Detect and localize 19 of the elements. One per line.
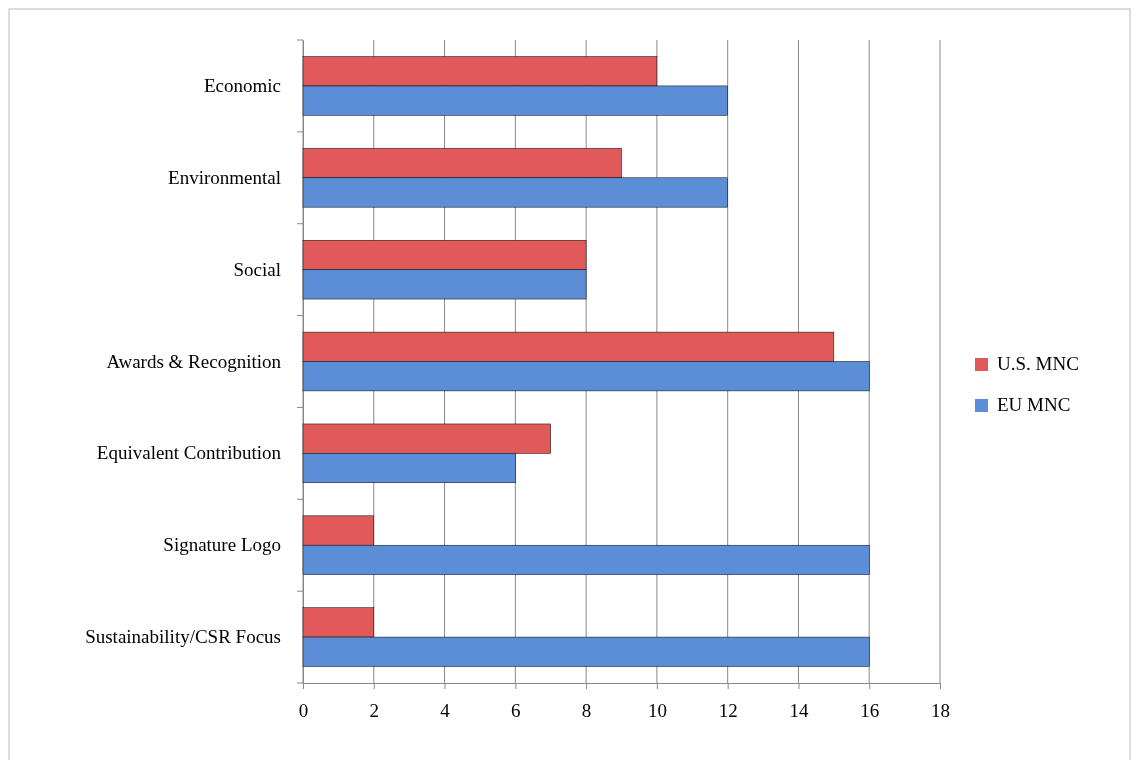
x-tick-label: 8	[581, 699, 592, 721]
x-tick-label: 14	[789, 699, 809, 721]
x-tick-label: 2	[369, 699, 380, 721]
x-tick-label: 6	[511, 699, 521, 721]
y-tick-label: Environmental	[168, 166, 281, 188]
x-tick-label: 0	[298, 699, 309, 721]
legend-label: EU MNC	[997, 394, 1071, 415]
y-tick-label: Signature Logo	[163, 534, 281, 556]
y-tick-label: Equivalent Contribution	[96, 442, 282, 464]
x-tick-label: 18	[931, 699, 950, 721]
y-tick-label: Social	[233, 258, 281, 280]
x-tick-label: 16	[860, 699, 880, 721]
y-tick-label: Economic	[203, 75, 281, 97]
legend-label: U.S. MNC	[997, 353, 1079, 374]
x-tick-label: 10	[647, 699, 667, 721]
x-tick-label: 4	[440, 699, 451, 721]
x-tick-label: 12	[718, 699, 738, 721]
y-tick-label: Sustainability/CSR Focus	[85, 626, 281, 648]
y-tick-label: Awards & Recognition	[106, 350, 282, 372]
